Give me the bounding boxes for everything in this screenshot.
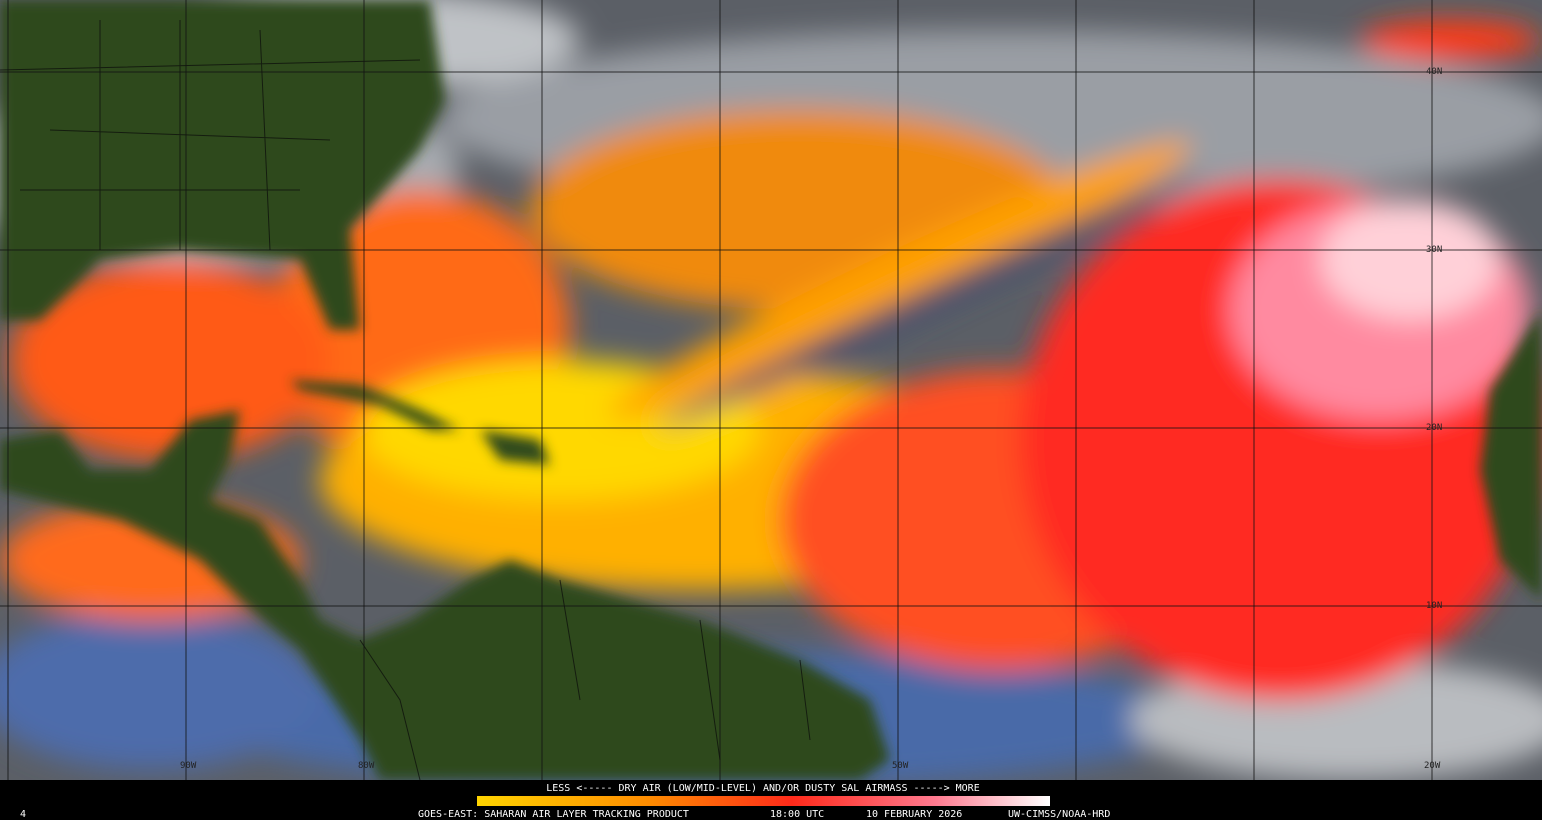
date: 10 FEBRUARY 2026 xyxy=(866,809,962,820)
footer: LESS <----- DRY AIR (LOW/MID-LEVEL) AND/… xyxy=(0,780,1542,820)
lat-label: 10N xyxy=(1426,601,1442,611)
imagery xyxy=(0,0,1542,790)
lon-label: 50W xyxy=(892,761,909,771)
product-name: GOES-EAST: SAHARAN AIR LAYER TRACKING PR… xyxy=(418,809,689,820)
borders xyxy=(0,20,811,781)
lat-label: 40N xyxy=(1426,67,1442,77)
legend-caption: LESS <----- DRY AIR (LOW/MID-LEVEL) AND/… xyxy=(546,783,979,794)
lat-label: 30N xyxy=(1426,245,1442,255)
credit: UW-CIMSS/NOAA-HRD xyxy=(1008,809,1110,820)
lon-label: 90W xyxy=(180,761,197,771)
lon-label: 80W xyxy=(358,761,375,771)
lat-label: 20N xyxy=(1426,423,1442,433)
frame-number: 4 xyxy=(20,809,26,820)
time: 18:00 UTC xyxy=(770,809,824,820)
lon-label: 20W xyxy=(1424,761,1441,771)
color-scale xyxy=(477,796,1050,806)
graticule: 40N 30N 20N 10N 90W 80W 50W 20W xyxy=(0,0,1542,780)
